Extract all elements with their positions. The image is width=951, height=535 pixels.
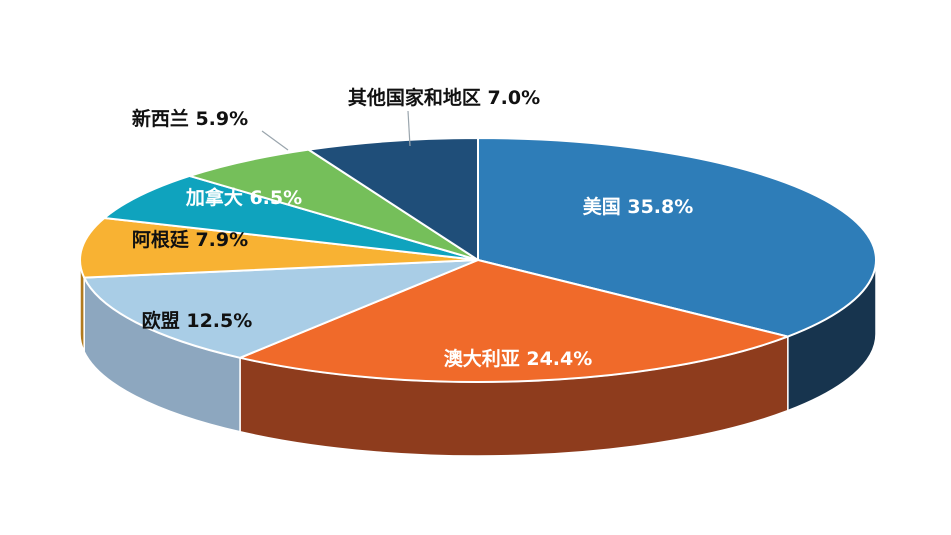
- pie-slice-4: [103, 174, 479, 261]
- slice-label-1: 澳大利亚 24.4%: [444, 347, 593, 370]
- slice-label-6: 其他国家和地区 7.0%: [348, 86, 540, 109]
- leader-line-5: [261, 130, 289, 151]
- slice-label-3: 阿根廷 7.9%: [132, 228, 248, 251]
- pie-slice-5: [188, 148, 479, 261]
- pie-slices: [79, 137, 877, 383]
- leader-lines: [261, 110, 411, 151]
- slice-labels: 美国 35.8% 澳大利亚 24.4% 欧盟 12.5% 阿根廷 7.9% 加拿大 6.…: [132, 86, 693, 370]
- pie-slice-1: [239, 259, 789, 383]
- pie-slice-3: [79, 216, 479, 279]
- pie-slice-6: [307, 137, 479, 261]
- slice-label-4: 加拿大 6.5%: [185, 186, 302, 209]
- leader-line-6: [407, 110, 411, 147]
- slice-label-0: 美国 35.8%: [583, 195, 694, 218]
- pie-slice-2: [83, 259, 479, 359]
- slice-label-2: 欧盟 12.5%: [142, 309, 253, 332]
- slice-label-5: 新西兰 5.9%: [132, 107, 248, 130]
- pie-slice-0: [477, 137, 877, 338]
